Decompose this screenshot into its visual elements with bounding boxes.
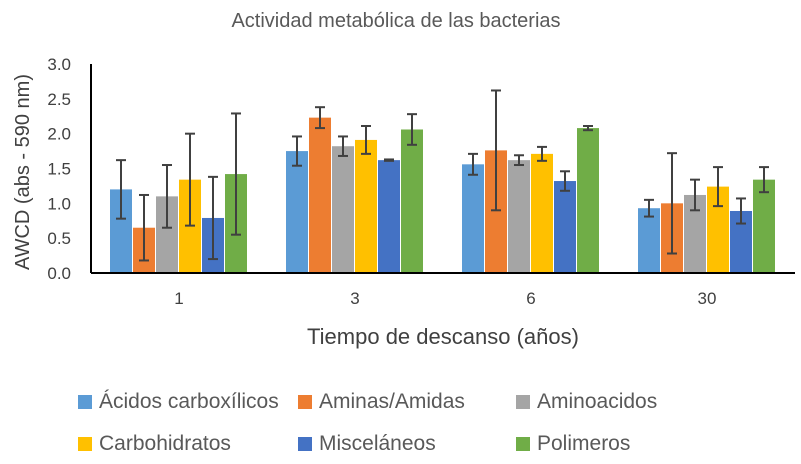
bar (730, 210, 752, 273)
legend-swatch (298, 437, 312, 451)
bar (554, 181, 576, 273)
x-tick-label: 1 (174, 289, 183, 308)
x-tick-label: 3 (350, 289, 359, 308)
bar (401, 129, 423, 273)
legend-item-acidos-carboxilicos: Ácidos carboxílicos (78, 387, 279, 417)
y-axis-label: AWCD (abs - 590 nm) (12, 74, 34, 270)
legend-label: Ácidos carboxílicos (99, 390, 279, 413)
x-tick-label: 6 (526, 289, 535, 308)
bar (462, 164, 484, 273)
x-axis-ticks: 1 3 6 30 (174, 289, 716, 308)
legend-label: Aminas/Amidas (319, 390, 465, 413)
legend-label: Carbohidratos (99, 432, 231, 455)
chart-svg: Actividad metabólica de las bacterias 0.… (12, 10, 795, 349)
legend-item-carbohidratos: Carbohidratos (78, 429, 231, 459)
bar (485, 150, 507, 273)
bar (355, 139, 377, 273)
y-axis-ticks: 0.0 0.5 1.0 1.5 2.0 2.5 3.0 (47, 55, 71, 283)
bar (309, 117, 331, 273)
x-axis-label: Tiempo de descanso (años) (307, 324, 579, 349)
bar (707, 186, 729, 273)
legend-swatch (516, 395, 530, 409)
bars (110, 117, 775, 273)
legend-swatch (298, 395, 312, 409)
y-tick-label: 1.0 (47, 194, 71, 213)
bar (332, 146, 354, 273)
bar (684, 194, 706, 273)
legend-item-miscelaneos: Misceláneos (298, 429, 436, 459)
x-tick-label: 30 (698, 289, 717, 308)
y-tick-label: 0.5 (47, 229, 71, 248)
legend-label: Aminoacidos (537, 390, 658, 413)
bar (753, 179, 775, 273)
bar (110, 189, 132, 273)
bar (286, 151, 308, 273)
legend-swatch (78, 437, 92, 451)
legend-item-polimeros: Polimeros (516, 429, 630, 459)
y-tick-label: 3.0 (47, 55, 71, 74)
y-tick-label: 2.5 (47, 90, 71, 109)
legend-item-aminas-amidas: Aminas/Amidas (298, 387, 465, 417)
bar (156, 196, 178, 273)
legend-swatch (516, 437, 530, 451)
y-tick-label: 0.0 (47, 264, 71, 283)
bar (508, 160, 530, 273)
bar (638, 208, 660, 273)
legend-label: Misceláneos (319, 432, 436, 455)
legend: Ácidos carboxílicos Aminas/Amidas Aminoa… (0, 385, 801, 464)
legend-swatch (78, 395, 92, 409)
bar (378, 160, 400, 273)
bar (531, 153, 553, 273)
y-tick-label: 1.5 (47, 160, 71, 179)
y-tick-label: 2.0 (47, 125, 71, 144)
legend-item-aminoacidos: Aminoacidos (516, 387, 657, 417)
chart-title: Actividad metabólica de las bacterias (231, 10, 560, 32)
legend-label: Polimeros (537, 432, 631, 455)
bar (577, 128, 599, 273)
error-bars (116, 89, 769, 262)
